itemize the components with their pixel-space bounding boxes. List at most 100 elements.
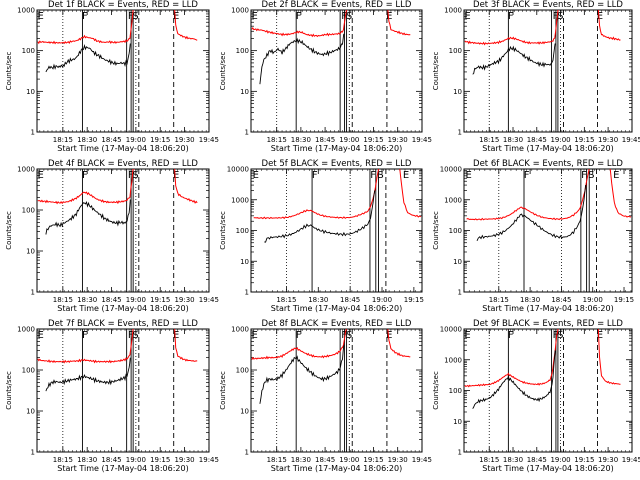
y-tick-label: 1	[245, 129, 249, 137]
annotation-mark: S	[346, 330, 352, 341]
y-axis-label: Counts/sec	[5, 371, 13, 410]
y-tick-label: 1	[31, 129, 35, 137]
annotation-mark: E	[173, 330, 179, 341]
annotation-mark: F	[128, 170, 134, 181]
x-tick-label: 19:15	[363, 136, 383, 144]
y-tick-label: 100	[449, 227, 462, 235]
annotation-mark: F	[82, 11, 88, 22]
x-tick-label: 18:30	[77, 296, 97, 304]
annotation-mark: E	[403, 170, 409, 181]
x-tick-label: 18:30	[503, 136, 523, 144]
annotation-mark: F	[82, 330, 88, 341]
y-tick-label: 10	[453, 258, 462, 266]
plot-frame	[250, 168, 423, 293]
x-tick-label: 18:15	[53, 456, 73, 464]
events-series-line	[472, 43, 556, 75]
x-tick-label: 19:30	[388, 136, 408, 144]
annotation-mark: F	[341, 11, 347, 22]
annotation-mark: E	[597, 11, 603, 22]
annotation-mark: F	[296, 330, 302, 341]
lld-series-line	[253, 169, 422, 220]
panel-det-7: Det 7f BLACK = Events, RED = LLD 1 10 100 10…	[5, 319, 219, 473]
x-tick-label: 19:45	[412, 456, 432, 464]
panel-title: Det 6f BLACK = Events, RED = LLD	[473, 159, 623, 169]
annotation-mark: E	[37, 170, 43, 181]
y-tick-label: 10	[240, 408, 249, 416]
x-tick-label: 18:45	[551, 296, 571, 304]
y-tick-label: 1	[245, 449, 249, 457]
annotation-mark: F	[524, 170, 530, 181]
y-axis-label: Counts/sec	[219, 52, 227, 91]
x-tick-label: 19:45	[199, 136, 219, 144]
x-tick-label: 18:45	[527, 136, 547, 144]
x-tick-label: 19:00	[126, 456, 146, 464]
annotation-mark: E	[37, 11, 43, 22]
x-tick-label: 19:00	[339, 136, 359, 144]
panel-title: Det 3f BLACK = Events, RED = LLD	[473, 0, 623, 10]
x-tick-label: 18:30	[308, 296, 328, 304]
x-tick-label: 19:00	[372, 296, 392, 304]
x-tick-label: 18:15	[479, 456, 499, 464]
annotation-mark: F	[296, 11, 302, 22]
y-tick-label: 1000	[231, 7, 249, 15]
annotation-mark: F	[508, 330, 514, 341]
annotation-mark: S	[132, 330, 138, 341]
annotation-mark: F	[370, 170, 376, 181]
annotation-mark: F	[128, 330, 134, 341]
annotation-mark: F	[82, 170, 88, 181]
x-tick-label: 19:30	[174, 136, 194, 144]
annotation-mark: E	[386, 330, 392, 341]
annotation-mark: E	[597, 330, 603, 341]
lld-series-line	[464, 329, 621, 388]
annotation-mark: S	[588, 170, 594, 181]
x-tick-label: 18:15	[53, 136, 73, 144]
annotation-mark: F	[128, 11, 134, 22]
annotation-mark: E	[464, 330, 470, 341]
x-tick-label: 18:45	[315, 456, 335, 464]
y-tick-label: 10	[26, 248, 35, 256]
x-axis-label: Start Time (17-May-04 18:06:20)	[482, 304, 613, 313]
events-series-line	[45, 43, 131, 73]
annotation-mark: F	[341, 330, 347, 341]
annotation-mark: E	[253, 170, 259, 181]
y-tick-label: 1	[458, 289, 462, 297]
annotation-mark: S	[132, 170, 138, 181]
x-tick-label: 19:45	[622, 456, 640, 464]
y-tick-label: 100	[22, 47, 35, 55]
x-tick-label: 18:45	[101, 456, 121, 464]
y-tick-label: 100	[236, 367, 249, 375]
x-tick-label: 19:45	[622, 136, 640, 144]
panel-title: Det 5f BLACK = Events, RED = LLD	[262, 159, 412, 169]
x-tick-label: 19:30	[598, 456, 618, 464]
plot-frame	[463, 168, 633, 293]
panel-title: Det 4f BLACK = Events, RED = LLD	[48, 159, 198, 169]
plot-frame	[36, 328, 210, 453]
y-tick-label: 10000	[440, 166, 462, 174]
x-axis-label: Start Time (17-May-04 18:06:20)	[57, 304, 188, 313]
panel-det-1: Det 1f BLACK = Events, RED = LLD 1 10 100 10…	[5, 0, 219, 153]
x-tick-label: 19:00	[126, 136, 146, 144]
plot-frame	[463, 9, 633, 133]
x-tick-label: 19:00	[339, 456, 359, 464]
annotation-mark: S	[377, 170, 383, 181]
x-tick-label: 18:15	[267, 456, 287, 464]
annotation-mark: E	[173, 170, 179, 181]
x-tick-label: 19:15	[150, 296, 170, 304]
annotation-mark: E	[613, 170, 619, 181]
x-axis-label: Start Time (17-May-04 18:06:20)	[482, 464, 613, 473]
annotation-mark: E	[173, 11, 179, 22]
x-tick-label: 18:30	[291, 136, 311, 144]
x-tick-label: 18:30	[77, 456, 97, 464]
x-tick-label: 19:15	[574, 136, 594, 144]
annotation-mark: E	[464, 11, 470, 22]
annotation-mark: S	[557, 330, 563, 341]
x-tick-label: 19:00	[550, 456, 570, 464]
annotation-mark: E	[251, 11, 257, 22]
y-tick-label: 10	[26, 88, 35, 96]
x-tick-label: 18:30	[291, 456, 311, 464]
x-tick-label: 19:30	[174, 456, 194, 464]
